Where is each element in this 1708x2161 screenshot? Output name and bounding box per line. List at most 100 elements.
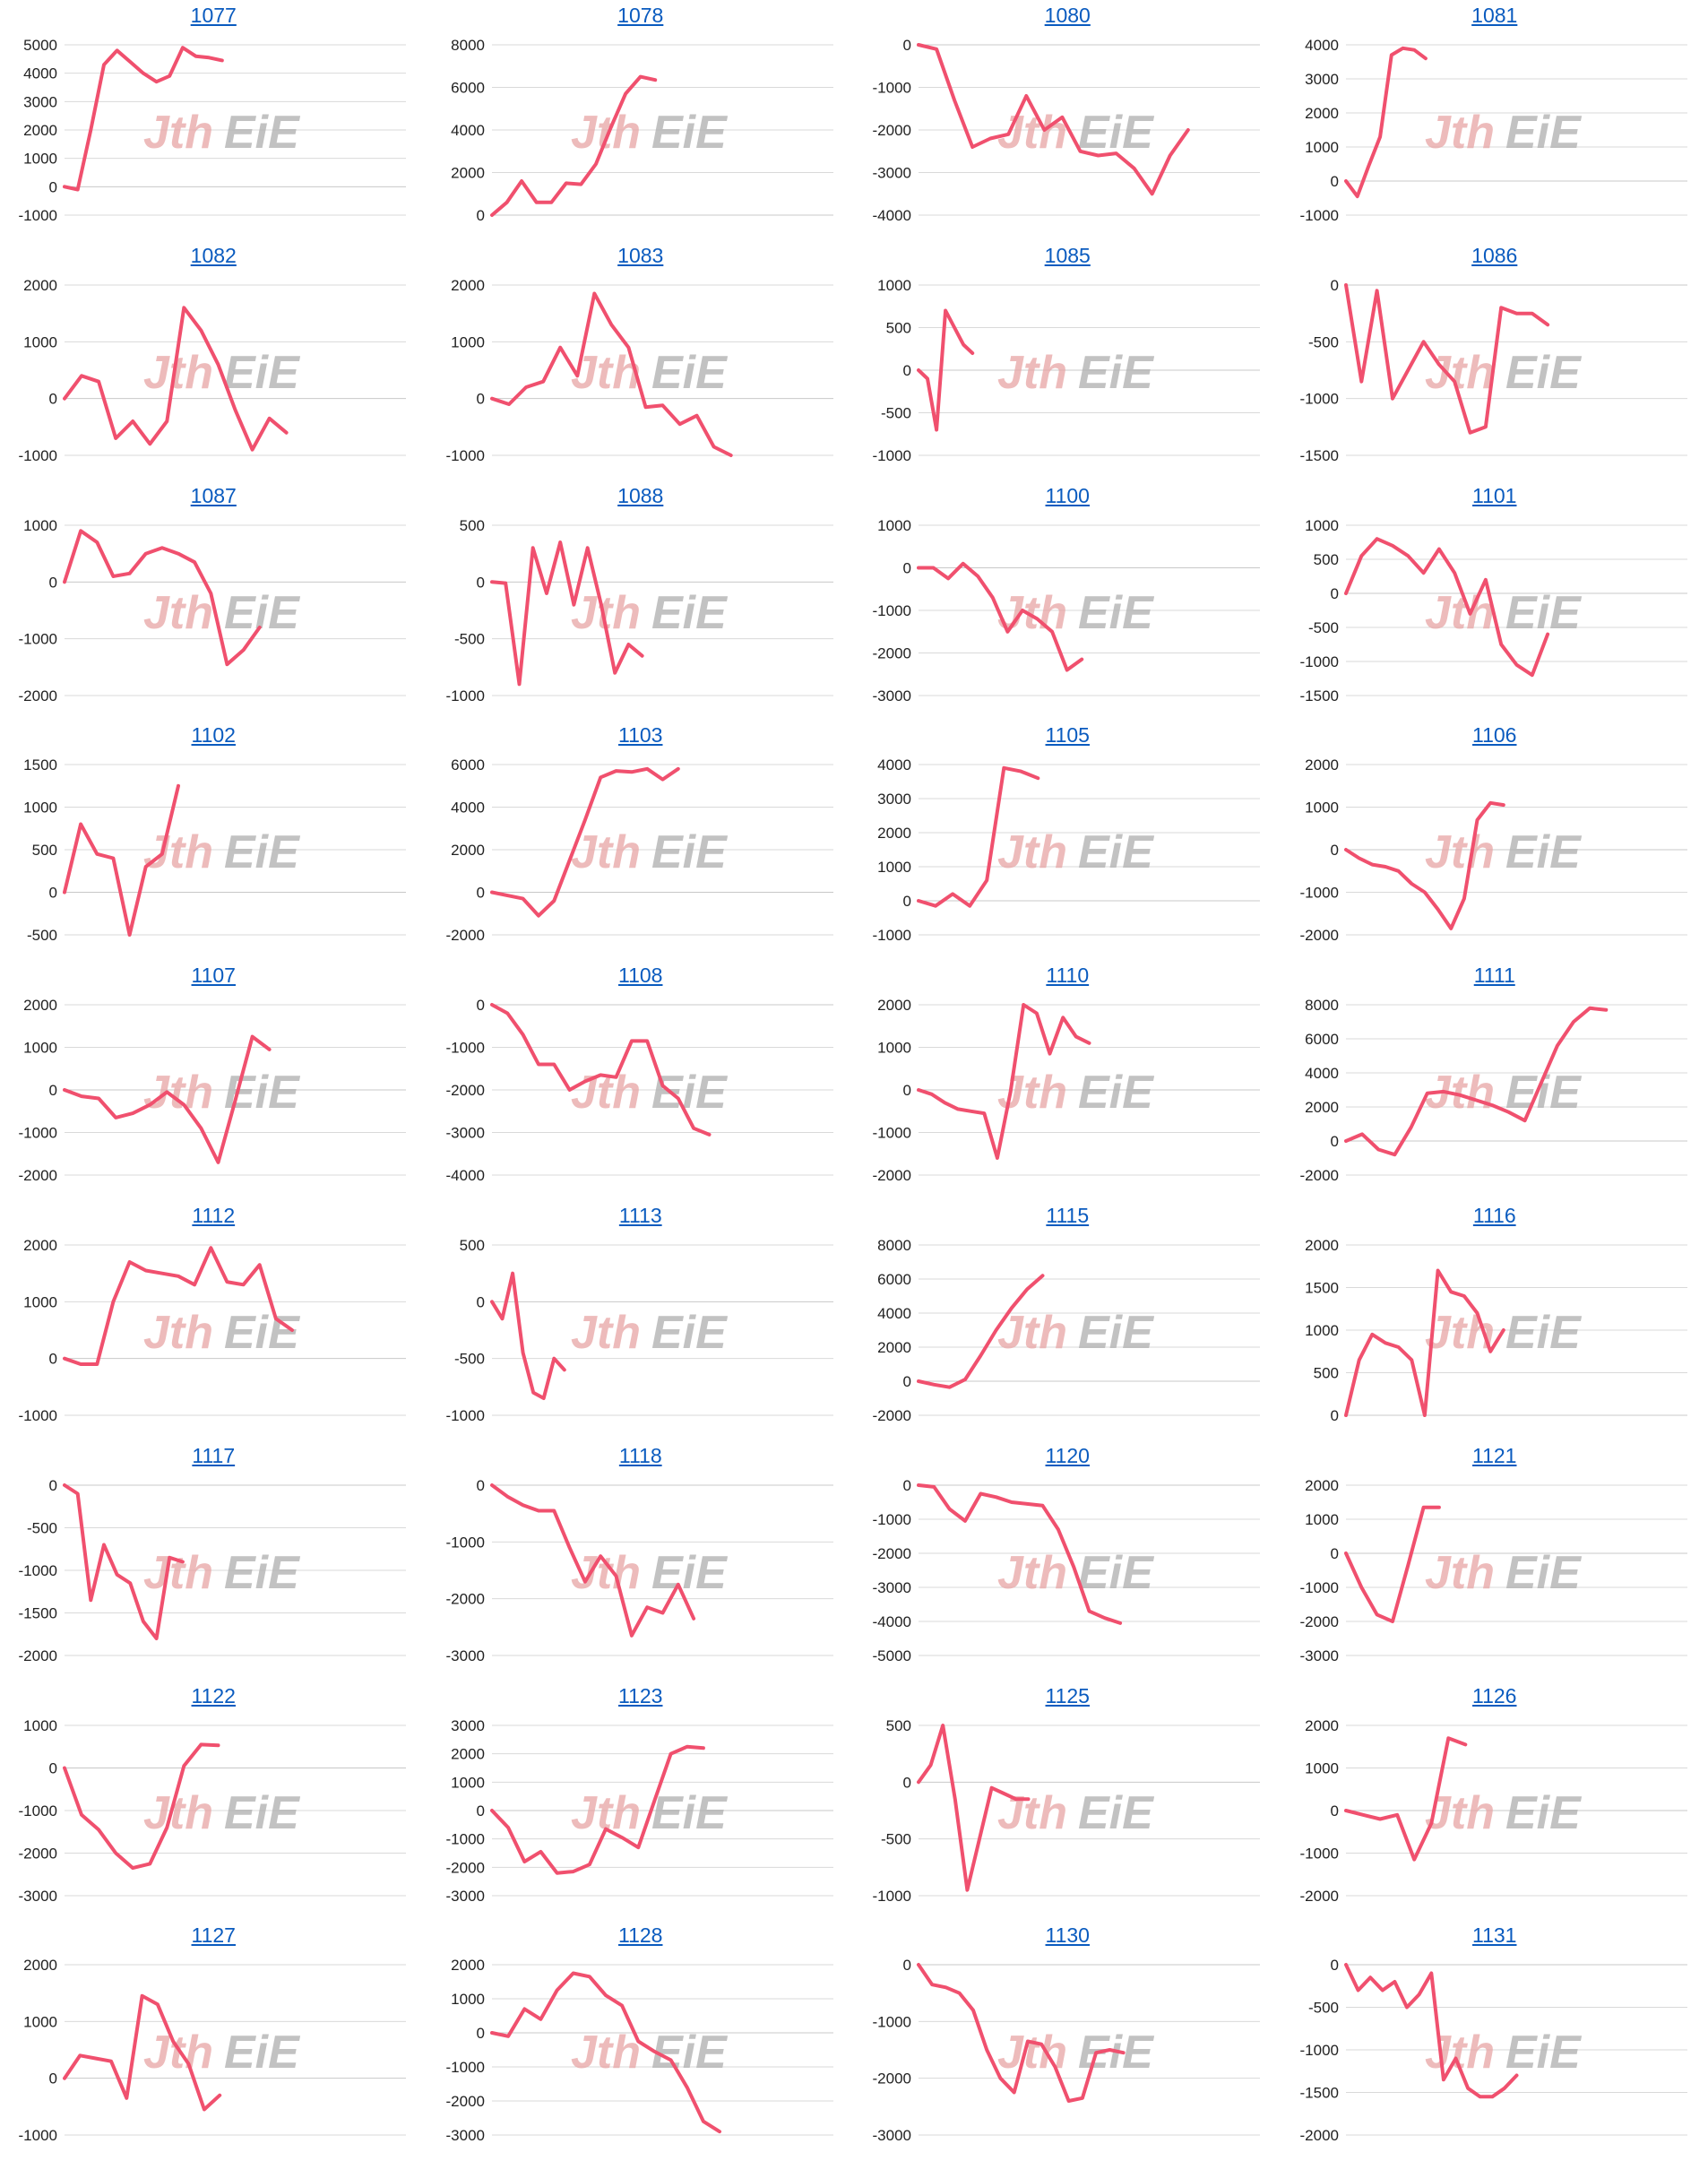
watermark-part-a: Jth [143, 1787, 213, 1839]
chart-title-link[interactable]: 1108 [618, 964, 663, 988]
chart-title-link[interactable]: 1080 [1044, 4, 1091, 27]
y-tick-label: 8000 [877, 1237, 911, 1254]
chart-panel: 1105 4000 3000 2000 1000 0 -1000 Jth EiE [854, 720, 1281, 960]
y-tick-label: -2000 [1299, 2127, 1338, 2144]
watermark: Jth EiE [143, 1787, 300, 1839]
chart-title-link[interactable]: 1106 [1472, 723, 1517, 748]
chart-title-link[interactable]: 1130 [1045, 1923, 1090, 1948]
y-tick-label: -1000 [445, 2059, 484, 2076]
chart-title-link[interactable]: 1086 [1471, 243, 1518, 267]
y-tick-label: 4000 [1305, 1065, 1339, 1082]
chart-title-link[interactable]: 1077 [190, 4, 237, 27]
chart-title-link[interactable]: 1083 [617, 243, 664, 267]
watermark: Jth EiE [143, 2027, 300, 2079]
chart-title-link[interactable]: 1131 [1472, 1923, 1517, 1948]
watermark: Jth EiE [143, 107, 300, 159]
chart-title-link[interactable]: 1102 [191, 723, 236, 748]
chart-title-link[interactable]: 1120 [1045, 1443, 1090, 1467]
chart-title-link[interactable]: 1078 [617, 4, 664, 27]
y-tick-label: 6000 [1305, 1031, 1339, 1048]
chart-title-link[interactable]: 1121 [1472, 1443, 1517, 1467]
watermark-part-a: Jth [997, 1547, 1067, 1599]
chart-panel: 1082 2000 1000 0 -1000 Jth EiE [0, 240, 427, 480]
y-tick-label: -1000 [19, 630, 57, 647]
y-tick-label: -1000 [1299, 390, 1338, 407]
chart-title-link[interactable]: 1110 [1046, 964, 1090, 988]
chart-title-link[interactable]: 1118 [618, 1443, 662, 1467]
watermark-part-a: Jth [143, 587, 213, 639]
chart-title-link[interactable]: 1122 [191, 1683, 236, 1707]
watermark-part-a: Jth [997, 1307, 1067, 1359]
y-tick-label: 0 [49, 390, 57, 407]
chart-title-link[interactable]: 1117 [192, 1443, 236, 1467]
chart-title-link[interactable]: 1128 [618, 1923, 663, 1948]
y-tick-label: 2000 [1305, 105, 1339, 122]
y-tick-label: 1000 [23, 2014, 57, 2031]
line-chart: 6000 4000 2000 0 -2000 Jth EiE [445, 756, 833, 944]
y-tick-label: 0 [903, 1957, 911, 1974]
chart-title-link[interactable]: 1123 [618, 1683, 663, 1707]
chart-title-link[interactable]: 1082 [190, 243, 237, 267]
chart-title-link[interactable]: 1105 [1045, 723, 1090, 748]
series-line [63, 1482, 185, 1640]
watermark: Jth EiE [997, 107, 1154, 159]
chart-title-link[interactable]: 1085 [1044, 243, 1091, 267]
chart-title-link[interactable]: 1101 [1472, 483, 1517, 507]
y-tick-label: -1000 [1299, 2042, 1338, 2059]
watermark: Jth EiE [571, 1067, 728, 1119]
y-tick-label: -3000 [873, 1579, 911, 1596]
chart-panel: 1077 5000 4000 3000 2000 1000 0 -1000 Jth EiE [0, 0, 427, 240]
y-tick-label: 1000 [1305, 1322, 1339, 1339]
y-tick-label: -3000 [873, 2127, 911, 2144]
watermark-part-a: Jth [1425, 826, 1495, 878]
line-chart: 2000 1000 0 -1000 Jth EiE [19, 1237, 406, 1424]
chart-title-link[interactable]: 1112 [192, 1203, 236, 1227]
watermark: Jth EiE [571, 587, 728, 639]
series-line [917, 766, 1040, 909]
series-line [1343, 282, 1549, 435]
y-tick-label: -1000 [1299, 885, 1338, 902]
chart-title-link[interactable]: 1087 [190, 483, 237, 507]
y-tick-label: 0 [49, 1759, 57, 1776]
watermark: Jth EiE [1425, 587, 1582, 639]
watermark: Jth EiE [571, 826, 728, 878]
y-tick-label: -2000 [445, 1859, 484, 1876]
chart-title-link[interactable]: 1103 [618, 723, 663, 748]
series-line [489, 767, 680, 918]
y-tick-label: -1000 [19, 207, 57, 224]
y-tick-label: -4000 [873, 1613, 911, 1630]
watermark-part-b: EiE [224, 1547, 300, 1599]
y-tick-label: -1000 [873, 927, 911, 944]
watermark-part-b: EiE [1505, 1547, 1582, 1599]
chart-title-link[interactable]: 1126 [1472, 1683, 1517, 1707]
chart-title-link[interactable]: 1088 [617, 483, 664, 507]
watermark-part-a: Jth [1425, 1547, 1495, 1599]
watermark-part-b: EiE [1078, 107, 1154, 159]
watermark-part-a: Jth [1425, 107, 1495, 159]
y-tick-label: -1000 [445, 1407, 484, 1424]
y-tick-label: -3000 [445, 1125, 484, 1142]
chart-panel: 1108 0 -1000 -2000 -3000 -4000 Jth EiE [427, 960, 855, 1200]
chart-title-link[interactable]: 1111 [1473, 964, 1515, 988]
chart-title-link[interactable]: 1113 [618, 1203, 662, 1227]
line-chart: 2000 1000 0 -1000 -2000 -3000 Jth EiE [445, 1957, 833, 2144]
chart-panel: 1130 0 -1000 -2000 -3000 Jth EiE [854, 1920, 1281, 2160]
chart-title-link[interactable]: 1125 [1045, 1683, 1090, 1707]
series-line [489, 1271, 566, 1400]
y-tick-label: 0 [1330, 1133, 1338, 1150]
series-line [917, 1963, 1126, 2104]
chart-title-link[interactable]: 1115 [1046, 1203, 1090, 1227]
chart-title-link[interactable]: 1100 [1045, 483, 1090, 507]
series-line [917, 1003, 1091, 1161]
chart-panel: 1103 6000 4000 2000 0 -2000 Jth EiE [427, 720, 855, 960]
chart-panel: 1086 0 -500 -1000 -1500 Jth EiE [1281, 240, 1708, 480]
chart-title-link[interactable]: 1107 [191, 964, 236, 988]
chart-title-link[interactable]: 1081 [1471, 4, 1518, 27]
chart-title-link[interactable]: 1127 [191, 1923, 236, 1948]
series-line [1343, 46, 1428, 199]
chart-title-link[interactable]: 1116 [1472, 1203, 1516, 1227]
y-tick-label: 0 [1330, 277, 1338, 294]
series-line [63, 1742, 220, 1870]
y-tick-label: 0 [49, 885, 57, 902]
